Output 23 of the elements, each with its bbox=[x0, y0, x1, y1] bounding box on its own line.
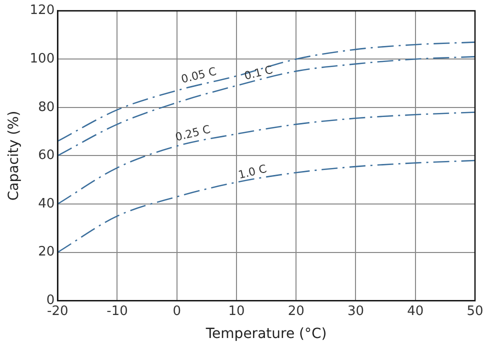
x-tick-label: 50 bbox=[466, 304, 484, 319]
y-tick-label: 120 bbox=[30, 3, 55, 18]
line-series bbox=[58, 56, 475, 156]
x-tick-label: 10 bbox=[228, 304, 245, 319]
line-series bbox=[58, 112, 475, 205]
annotation: 0.05 C bbox=[180, 64, 218, 86]
line-series bbox=[58, 42, 475, 142]
y-tick-label: 80 bbox=[38, 100, 55, 115]
annotation: 0.25 C bbox=[174, 122, 212, 144]
y-tick-label: 40 bbox=[38, 196, 55, 212]
x-tick-label: -10 bbox=[106, 304, 128, 319]
line-series bbox=[58, 160, 475, 253]
y-axis-title: Capacity (%) bbox=[6, 110, 22, 201]
y-tick-label: 100 bbox=[30, 51, 55, 66]
x-axis-title: Temperature (°C) bbox=[204, 326, 327, 342]
x-tick-label: 30 bbox=[347, 304, 364, 319]
x-tick-label: 40 bbox=[407, 304, 424, 319]
y-tick-label: 60 bbox=[38, 148, 55, 164]
annotation: 1.0 C bbox=[236, 162, 268, 182]
annotation: 0.1 C bbox=[242, 63, 274, 83]
x-tick-label: 20 bbox=[288, 304, 304, 319]
x-tick-label: 0 bbox=[172, 304, 182, 319]
y-tick-label: 20 bbox=[38, 244, 55, 260]
